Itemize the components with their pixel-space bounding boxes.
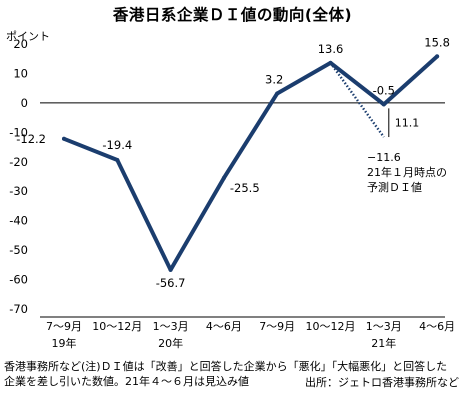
data-label: 15.8 bbox=[424, 35, 450, 49]
data-point bbox=[221, 175, 226, 180]
x-tick-label: 4～6月 bbox=[206, 320, 242, 333]
data-point bbox=[62, 136, 66, 141]
x-tick-label: 7～9月 bbox=[259, 320, 295, 333]
y-tick-label: 10 bbox=[13, 66, 28, 80]
data-point bbox=[381, 102, 386, 107]
y-tick-label: -30 bbox=[9, 184, 28, 198]
x-tick-label: 1～3月 bbox=[366, 320, 402, 333]
year-label: 19年 bbox=[52, 336, 77, 350]
data-label: 3.2 bbox=[265, 72, 283, 86]
forecast-note-line-1: 21年１月時点の bbox=[367, 165, 447, 179]
series-line bbox=[62, 54, 440, 272]
x-tick-label: 10～12月 bbox=[92, 320, 142, 333]
chart-title: 香港日系企業ＤＩ値の動向(全体) bbox=[112, 6, 353, 24]
year-label: 20年 bbox=[158, 336, 183, 350]
y-tick-label: -70 bbox=[9, 302, 28, 316]
y-tick-label: -40 bbox=[9, 214, 28, 228]
x-tick-label: 1～3月 bbox=[153, 320, 189, 333]
data-point bbox=[435, 54, 440, 59]
x-tick-label: 10～12月 bbox=[306, 320, 356, 333]
y-tick-label: -50 bbox=[9, 243, 28, 257]
source-note: 出所：ジェトロ香港事務所など bbox=[305, 376, 459, 389]
data-label: -25.5 bbox=[230, 181, 260, 195]
y-tick-label: -20 bbox=[9, 155, 28, 169]
y-tick-label: -10 bbox=[9, 125, 28, 139]
y-tick-label: 20 bbox=[13, 37, 28, 51]
data-label: -19.4 bbox=[102, 138, 132, 152]
data-label: -0.5 bbox=[373, 83, 395, 97]
data-point bbox=[168, 267, 173, 272]
data-label: 13.6 bbox=[318, 42, 344, 56]
forecast-note-line-2: 予測ＤＩ値 bbox=[367, 180, 422, 194]
data-point bbox=[275, 91, 280, 96]
y-tick-label: -60 bbox=[9, 273, 28, 287]
y-tick-label: 0 bbox=[21, 96, 28, 110]
data-label: -12.2 bbox=[16, 132, 46, 146]
footnote-line-1: 香港事務所など(注)ＤＩ値は「改善」と回答した企業から「悪化」「大幅悪化」と回答… bbox=[4, 360, 448, 373]
gap-label: 11.1 bbox=[395, 117, 420, 130]
data-point bbox=[328, 60, 333, 65]
data-point bbox=[115, 158, 120, 163]
x-tick-label: 4～6月 bbox=[419, 320, 455, 333]
footnote-line-2: 企業を差し引いた数値。21年４～６月は見込み値 bbox=[4, 375, 249, 388]
x-tick-label: 7～9月 bbox=[46, 320, 82, 333]
forecast-value-label: −11.6 bbox=[367, 151, 401, 164]
data-label: -56.7 bbox=[156, 276, 186, 290]
year-label: 21年 bbox=[371, 336, 396, 350]
y-axis-unit: ポイント bbox=[6, 30, 50, 43]
forecast-line bbox=[329, 62, 385, 138]
